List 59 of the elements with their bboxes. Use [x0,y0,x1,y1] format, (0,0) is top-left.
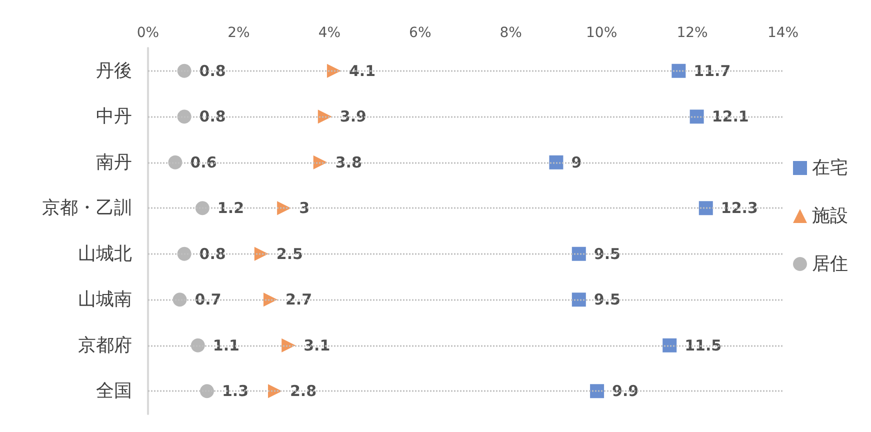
legend-label: 在宅 [812,158,848,178]
data-label: 2.7 [285,290,312,309]
point [172,292,187,307]
y-tick-label: 全国 [96,380,132,402]
data-label: 1.1 [212,336,240,354]
data-label: 0.8 [199,244,226,263]
data-label: 1.3 [222,382,249,400]
legend-label: 施設 [812,206,848,226]
data-label: 11.7 [694,62,731,80]
point [200,384,214,398]
point [177,110,192,124]
point [690,110,704,124]
data-label: 3.1 [304,336,330,354]
point [572,292,586,307]
point [698,201,713,216]
x-tick-label: 10% [586,25,618,41]
y-tick-label: 山城北 [78,243,132,264]
point [662,338,677,352]
point [590,384,604,398]
point [672,64,686,78]
x-tick-label: 12% [676,25,708,41]
data-label: 1.2 [217,199,244,218]
point [195,201,210,216]
y-tick-label: 中丹 [96,106,132,128]
point [572,246,586,261]
x-tick-label: 6% [409,25,432,41]
data-label: 2.8 [290,382,317,400]
data-label: 3.8 [335,153,362,172]
point [268,384,282,398]
x-tick-label: 0% [136,25,160,41]
point [282,338,296,352]
point [168,155,182,170]
data-label: 0.6 [190,153,217,172]
data-label: 12.1 [712,108,749,126]
legend-label: 居住 [812,254,848,274]
y-tick-label: 南丹 [96,152,132,173]
data-label: 0.8 [199,62,226,80]
point [177,246,192,261]
data-label: 2.5 [276,244,303,263]
data-label: 0.8 [199,108,226,126]
x-tick-label: 8% [500,25,522,41]
data-label: 12.3 [720,199,758,218]
data-label: 0.7 [194,290,222,309]
x-tick-label: 14% [767,25,799,41]
data-label: 11.5 [684,336,722,354]
x-tick-label: 2% [228,25,250,41]
data-label: 4.1 [348,62,376,80]
y-tick-label: 山城南 [78,289,132,310]
x-tick-label: 4% [318,25,341,41]
point [277,201,292,216]
data-label: 9.5 [594,244,620,263]
point [177,64,192,78]
y-tick-label: 丹後 [96,60,132,82]
point [549,155,564,170]
y-tick-label: 京都・乙訓 [42,198,132,219]
y-tick-label: 京都府 [78,334,132,356]
point [190,338,205,352]
data-label: 3 [299,199,310,218]
data-label: 9.5 [594,290,620,309]
